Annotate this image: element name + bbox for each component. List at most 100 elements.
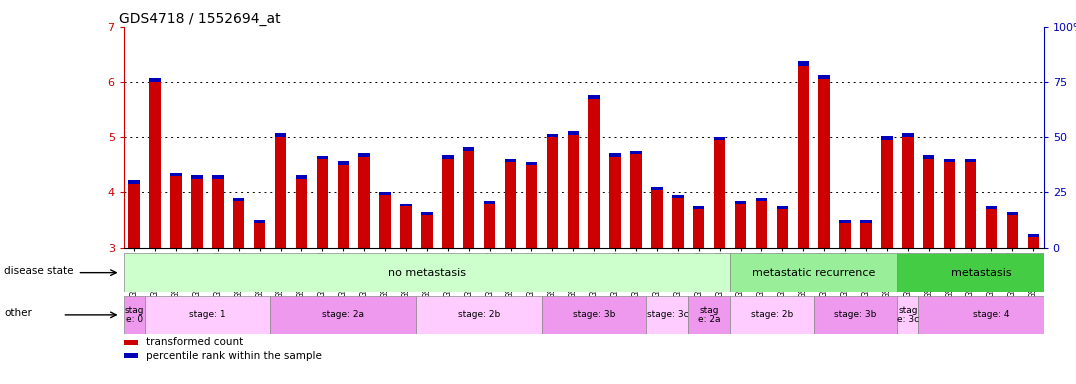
Bar: [212, 175, 224, 179]
Bar: [944, 162, 955, 248]
Text: metastatic recurrence: metastatic recurrence: [752, 268, 876, 278]
Bar: [463, 151, 475, 248]
Bar: [713, 140, 725, 248]
Bar: [609, 153, 621, 157]
Bar: [442, 156, 454, 159]
Bar: [212, 179, 224, 248]
Bar: [124, 253, 731, 292]
Bar: [819, 75, 830, 79]
Bar: [713, 137, 725, 140]
Text: stage: 2b: stage: 2b: [751, 310, 793, 319]
Bar: [902, 133, 914, 137]
Bar: [547, 134, 558, 137]
Bar: [338, 165, 349, 248]
Bar: [881, 136, 893, 140]
Bar: [274, 137, 286, 248]
Bar: [672, 195, 683, 198]
Text: stage: 1: stage: 1: [189, 310, 226, 319]
Text: stage: 3b: stage: 3b: [834, 310, 877, 319]
Text: percentile rank within the sample: percentile rank within the sample: [146, 351, 322, 361]
Bar: [296, 179, 308, 248]
Bar: [986, 206, 997, 209]
Bar: [380, 192, 391, 195]
Bar: [897, 253, 1064, 292]
Text: stage: 2a: stage: 2a: [323, 310, 365, 319]
Bar: [860, 223, 872, 248]
Text: stage: 3b: stage: 3b: [574, 310, 615, 319]
Bar: [400, 204, 412, 206]
Bar: [463, 147, 475, 151]
Bar: [897, 296, 918, 334]
Bar: [902, 137, 914, 248]
Bar: [124, 296, 144, 334]
Bar: [860, 220, 872, 223]
Bar: [274, 133, 286, 137]
Bar: [128, 184, 140, 248]
Bar: [170, 176, 182, 248]
Bar: [505, 159, 516, 162]
Bar: [421, 215, 433, 248]
Bar: [965, 162, 976, 248]
Bar: [923, 159, 934, 248]
Bar: [777, 209, 788, 248]
Text: stage: 3c: stage: 3c: [647, 310, 689, 319]
Text: stage: 2b: stage: 2b: [458, 310, 500, 319]
Bar: [819, 79, 830, 248]
Text: disease state: disease state: [4, 266, 74, 276]
Bar: [651, 187, 663, 190]
Bar: [1028, 237, 1039, 248]
Bar: [731, 253, 897, 292]
Text: stage: 4: stage: 4: [973, 310, 1009, 319]
Bar: [296, 175, 308, 179]
Bar: [797, 66, 809, 248]
Bar: [631, 151, 641, 154]
Bar: [358, 157, 370, 248]
Bar: [233, 198, 244, 201]
Bar: [124, 353, 138, 358]
Bar: [944, 159, 955, 162]
Bar: [547, 137, 558, 248]
Bar: [647, 296, 689, 334]
Bar: [421, 212, 433, 215]
Bar: [567, 131, 579, 134]
Bar: [128, 180, 140, 184]
Text: stag
e: 0: stag e: 0: [125, 306, 144, 324]
Bar: [735, 204, 747, 248]
Bar: [755, 201, 767, 248]
Bar: [316, 156, 328, 159]
Bar: [965, 159, 976, 162]
Bar: [631, 154, 641, 248]
Bar: [609, 157, 621, 248]
Bar: [1007, 215, 1018, 248]
Text: stag
e: 3c: stag e: 3c: [896, 306, 919, 324]
Bar: [923, 156, 934, 159]
Text: stag
e: 2a: stag e: 2a: [698, 306, 721, 324]
Bar: [442, 159, 454, 248]
Bar: [689, 296, 731, 334]
Bar: [380, 195, 391, 248]
Bar: [777, 206, 788, 209]
Bar: [400, 206, 412, 248]
Bar: [542, 296, 647, 334]
Bar: [567, 134, 579, 248]
Bar: [170, 173, 182, 176]
Bar: [731, 296, 813, 334]
Bar: [233, 201, 244, 248]
Bar: [839, 223, 851, 248]
Bar: [526, 165, 537, 248]
Text: no metastasis: no metastasis: [388, 268, 466, 278]
Bar: [1007, 212, 1018, 215]
Bar: [693, 209, 705, 248]
Bar: [124, 340, 138, 345]
Bar: [589, 95, 600, 99]
Bar: [526, 162, 537, 165]
Bar: [416, 296, 542, 334]
Bar: [813, 296, 897, 334]
Text: metastasis: metastasis: [951, 268, 1011, 278]
Bar: [254, 220, 266, 223]
Bar: [505, 162, 516, 248]
Bar: [144, 296, 270, 334]
Bar: [918, 296, 1064, 334]
Bar: [651, 190, 663, 248]
Bar: [192, 179, 202, 248]
